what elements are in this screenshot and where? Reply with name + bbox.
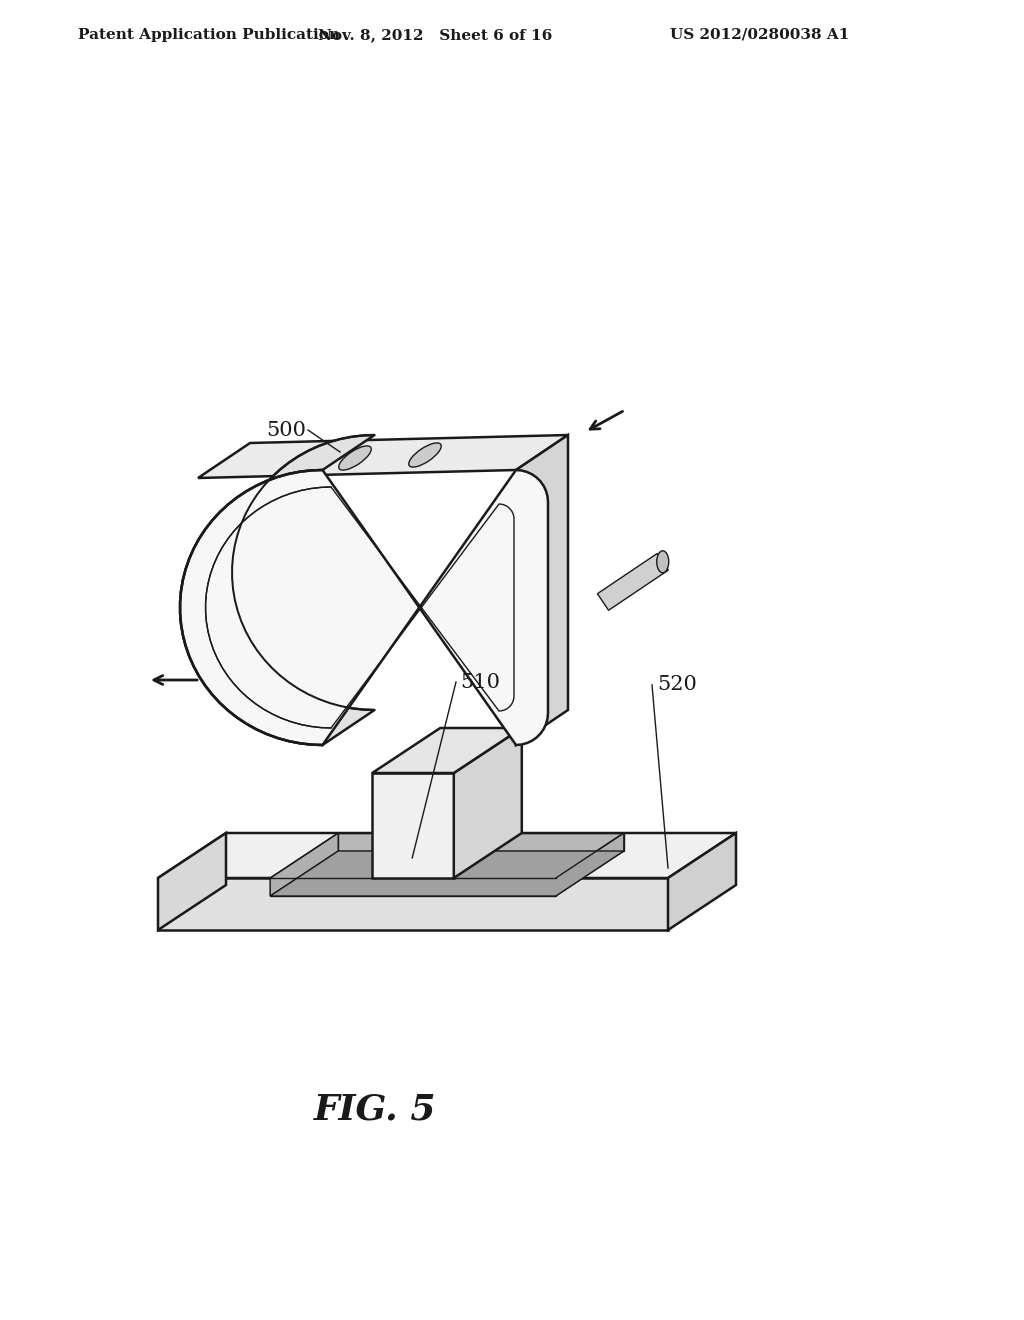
Polygon shape	[198, 436, 568, 478]
Text: 520: 520	[657, 676, 697, 694]
Ellipse shape	[339, 446, 372, 470]
Text: US 2012/0280038 A1: US 2012/0280038 A1	[671, 28, 850, 42]
Polygon shape	[158, 833, 226, 931]
Ellipse shape	[656, 550, 669, 573]
Text: Patent Application Publication: Patent Application Publication	[78, 28, 340, 42]
Polygon shape	[270, 878, 556, 896]
Polygon shape	[270, 851, 624, 896]
Text: FIG. 5: FIG. 5	[313, 1093, 436, 1127]
Polygon shape	[668, 833, 736, 931]
Polygon shape	[597, 553, 669, 610]
Text: 500: 500	[266, 421, 306, 440]
Polygon shape	[270, 833, 338, 896]
Polygon shape	[516, 436, 568, 744]
Ellipse shape	[409, 444, 441, 467]
Polygon shape	[372, 774, 454, 878]
Polygon shape	[454, 729, 522, 878]
Polygon shape	[158, 833, 736, 878]
Polygon shape	[180, 470, 548, 744]
Text: Nov. 8, 2012   Sheet 6 of 16: Nov. 8, 2012 Sheet 6 of 16	[317, 28, 552, 42]
Text: 510: 510	[460, 672, 500, 692]
Polygon shape	[556, 833, 624, 896]
Polygon shape	[158, 878, 668, 931]
Polygon shape	[338, 833, 624, 851]
Polygon shape	[180, 436, 375, 744]
Polygon shape	[372, 729, 522, 774]
